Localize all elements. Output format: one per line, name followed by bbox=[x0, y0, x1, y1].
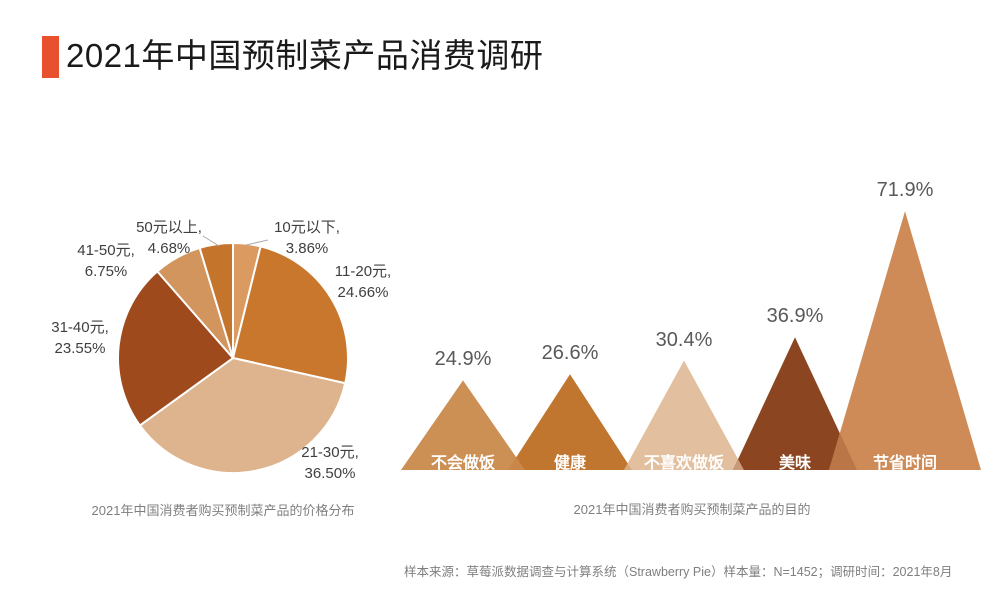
sample-source-note: 样本来源：草莓派数据调查与计算系统（Strawberry Pie）样本量：N=1… bbox=[404, 565, 953, 579]
triangle-category-label-1: 健康 bbox=[553, 455, 587, 472]
triangle-value-label-4: 71.9% bbox=[876, 179, 934, 202]
pie-label-under-10-yuan: 10元以下, 3.86% bbox=[274, 219, 340, 258]
triangle-category-label-2: 不喜欢做饭 bbox=[643, 455, 725, 472]
triangle-value-label-0: 24.9% bbox=[434, 348, 492, 371]
triangle-bar-4 bbox=[829, 211, 981, 470]
pie-label-41-50-yuan: 41-50元, 6.75% bbox=[77, 242, 135, 281]
triangle-value-label-2: 30.4% bbox=[655, 328, 713, 351]
title-accent-bar bbox=[42, 36, 59, 78]
triangle-category-label-0: 不会做饭 bbox=[430, 455, 496, 472]
triangle-bar-2 bbox=[624, 360, 744, 470]
triangle-category-label-4: 节省时间 bbox=[872, 455, 938, 472]
pie-label-21-30-yuan: 21-30元, 36.50% bbox=[301, 444, 359, 483]
triangle-overlap-wedge bbox=[624, 463, 632, 470]
triangle-value-label-3: 36.9% bbox=[766, 305, 824, 328]
pie-label-over-50-yuan: 50元以上, 4.68% bbox=[136, 219, 202, 258]
pie-slice-1 bbox=[232, 245, 349, 385]
triangle-bar-1 bbox=[508, 374, 632, 470]
pie-label-31-40-yuan: 31-40元, 23.55% bbox=[51, 319, 109, 358]
triangle-value-label-1: 26.6% bbox=[541, 342, 599, 365]
triangle-chart-caption: 2021年中国消费者购买预制菜产品的目的 bbox=[573, 502, 811, 517]
pie-label-11-20-yuan: 11-20元, 24.66% bbox=[334, 263, 392, 302]
pie-slice-3 bbox=[117, 270, 234, 427]
triangle-overlap-wedge bbox=[829, 433, 857, 470]
triangle-bar-3 bbox=[733, 337, 857, 470]
pie-chart-caption: 2021年中国消费者购买预制菜产品的价格分布 bbox=[91, 503, 355, 518]
triangle-overlap-wedge bbox=[733, 459, 744, 470]
triangle-category-label-3: 美味 bbox=[778, 455, 812, 472]
page-title: 2021年中国预制菜产品消费调研 bbox=[66, 37, 544, 74]
triangle-bar-0 bbox=[401, 380, 525, 470]
pie-slice-2 bbox=[138, 357, 347, 474]
triangle-overlap-wedge bbox=[508, 457, 525, 470]
pie-leader-line bbox=[245, 239, 269, 246]
pie-leader-line bbox=[202, 235, 220, 247]
